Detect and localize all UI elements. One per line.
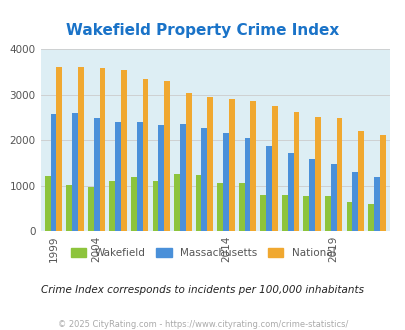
Bar: [99, 68, 105, 231]
Bar: [78, 67, 83, 231]
Bar: [271, 106, 277, 231]
Bar: [88, 187, 94, 231]
Bar: [179, 124, 185, 231]
Bar: [250, 101, 256, 231]
Bar: [228, 99, 234, 231]
Bar: [201, 127, 207, 231]
Bar: [222, 133, 228, 231]
Bar: [51, 114, 56, 231]
Bar: [244, 138, 250, 231]
Bar: [121, 70, 127, 231]
Bar: [260, 195, 266, 231]
Bar: [136, 122, 142, 231]
Bar: [303, 196, 309, 231]
Legend: Wakefield, Massachusetts, National: Wakefield, Massachusetts, National: [66, 244, 339, 262]
Bar: [281, 195, 287, 231]
Bar: [357, 131, 363, 231]
Bar: [56, 67, 62, 231]
Bar: [379, 135, 385, 231]
Bar: [152, 181, 158, 231]
Bar: [373, 177, 379, 231]
Text: © 2025 CityRating.com - https://www.cityrating.com/crime-statistics/: © 2025 CityRating.com - https://www.city…: [58, 320, 347, 329]
Bar: [330, 164, 336, 231]
Bar: [324, 196, 330, 231]
Text: Crime Index corresponds to incidents per 100,000 inhabitants: Crime Index corresponds to incidents per…: [41, 285, 364, 295]
Bar: [115, 122, 121, 231]
Bar: [336, 118, 341, 231]
Text: Wakefield Property Crime Index: Wakefield Property Crime Index: [66, 23, 339, 38]
Bar: [287, 153, 293, 231]
Bar: [185, 93, 191, 231]
Bar: [293, 112, 298, 231]
Bar: [45, 176, 51, 231]
Bar: [346, 202, 352, 231]
Bar: [158, 125, 164, 231]
Bar: [142, 79, 148, 231]
Bar: [195, 175, 201, 231]
Bar: [238, 183, 244, 231]
Bar: [109, 181, 115, 231]
Bar: [217, 183, 222, 231]
Bar: [367, 204, 373, 231]
Bar: [174, 174, 179, 231]
Bar: [66, 185, 72, 231]
Bar: [352, 172, 357, 231]
Bar: [164, 81, 170, 231]
Bar: [207, 97, 213, 231]
Bar: [266, 146, 271, 231]
Bar: [131, 177, 136, 231]
Bar: [309, 159, 314, 231]
Bar: [94, 117, 99, 231]
Bar: [314, 116, 320, 231]
Bar: [72, 113, 78, 231]
